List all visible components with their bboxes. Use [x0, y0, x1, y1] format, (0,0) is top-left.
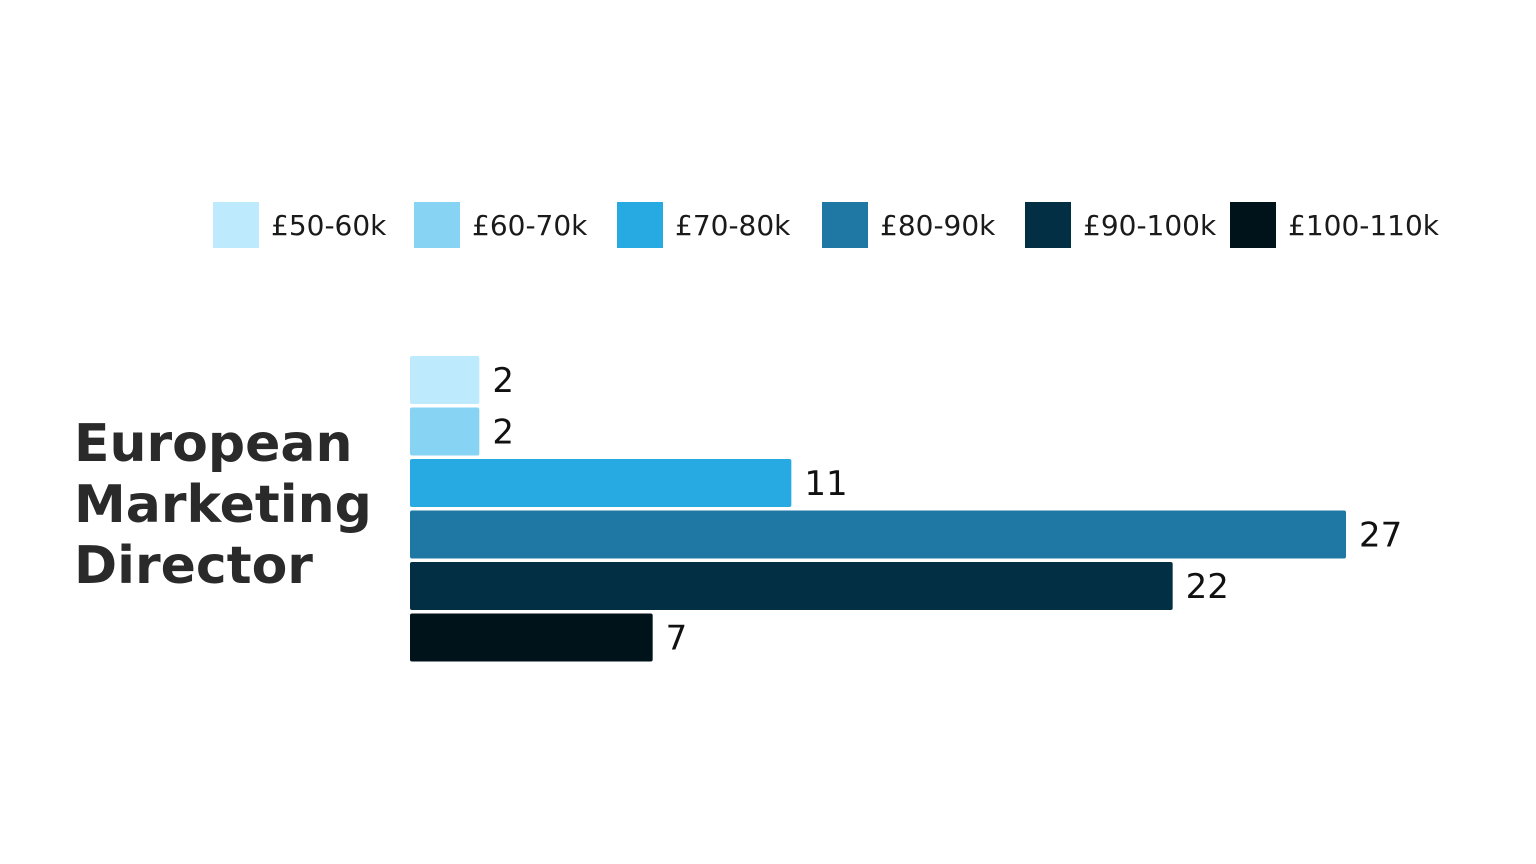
bar: [410, 562, 1173, 610]
legend-swatch: [822, 202, 868, 248]
legend: £50-60k £60-70k £70-80k £80-90k £90-100k £100…: [213, 202, 1440, 248]
legend-item: £50-60k: [213, 202, 387, 248]
legend-swatch: [213, 202, 259, 248]
legend-swatch: [1025, 202, 1071, 248]
bar-value-label: 22: [1186, 567, 1229, 607]
bar-value-label: 27: [1359, 516, 1402, 556]
category-label-line: European: [74, 414, 353, 474]
category-label-line: Marketing: [74, 475, 372, 535]
legend-label: £70-80k: [675, 209, 791, 242]
bar-value-label: 2: [492, 361, 514, 401]
legend-label: £100-110k: [1288, 209, 1440, 242]
legend-swatch: [1230, 202, 1276, 248]
bar: [410, 510, 1346, 559]
bar: [410, 356, 480, 404]
bar-value-label: 11: [804, 464, 847, 504]
legend-item: £80-90k: [822, 202, 996, 248]
legend-swatch: [617, 202, 663, 248]
category-label-line: Director: [74, 536, 313, 596]
legend-item: £90-100k: [1025, 202, 1217, 248]
legend-swatch: [414, 202, 460, 248]
legend-label: £60-70k: [472, 209, 588, 242]
legend-item: £60-70k: [414, 202, 588, 248]
bar: [410, 613, 653, 662]
bar-value-label: 7: [666, 619, 688, 659]
legend-label: £50-60k: [271, 209, 387, 242]
legend-item: £70-80k: [617, 202, 791, 248]
legend-label: £90-100k: [1083, 209, 1217, 242]
bar: [410, 459, 792, 507]
bar: [410, 407, 480, 456]
bar-value-label: 2: [492, 413, 514, 453]
legend-label: £80-90k: [880, 209, 996, 242]
legend-item: £100-110k: [1230, 202, 1440, 248]
